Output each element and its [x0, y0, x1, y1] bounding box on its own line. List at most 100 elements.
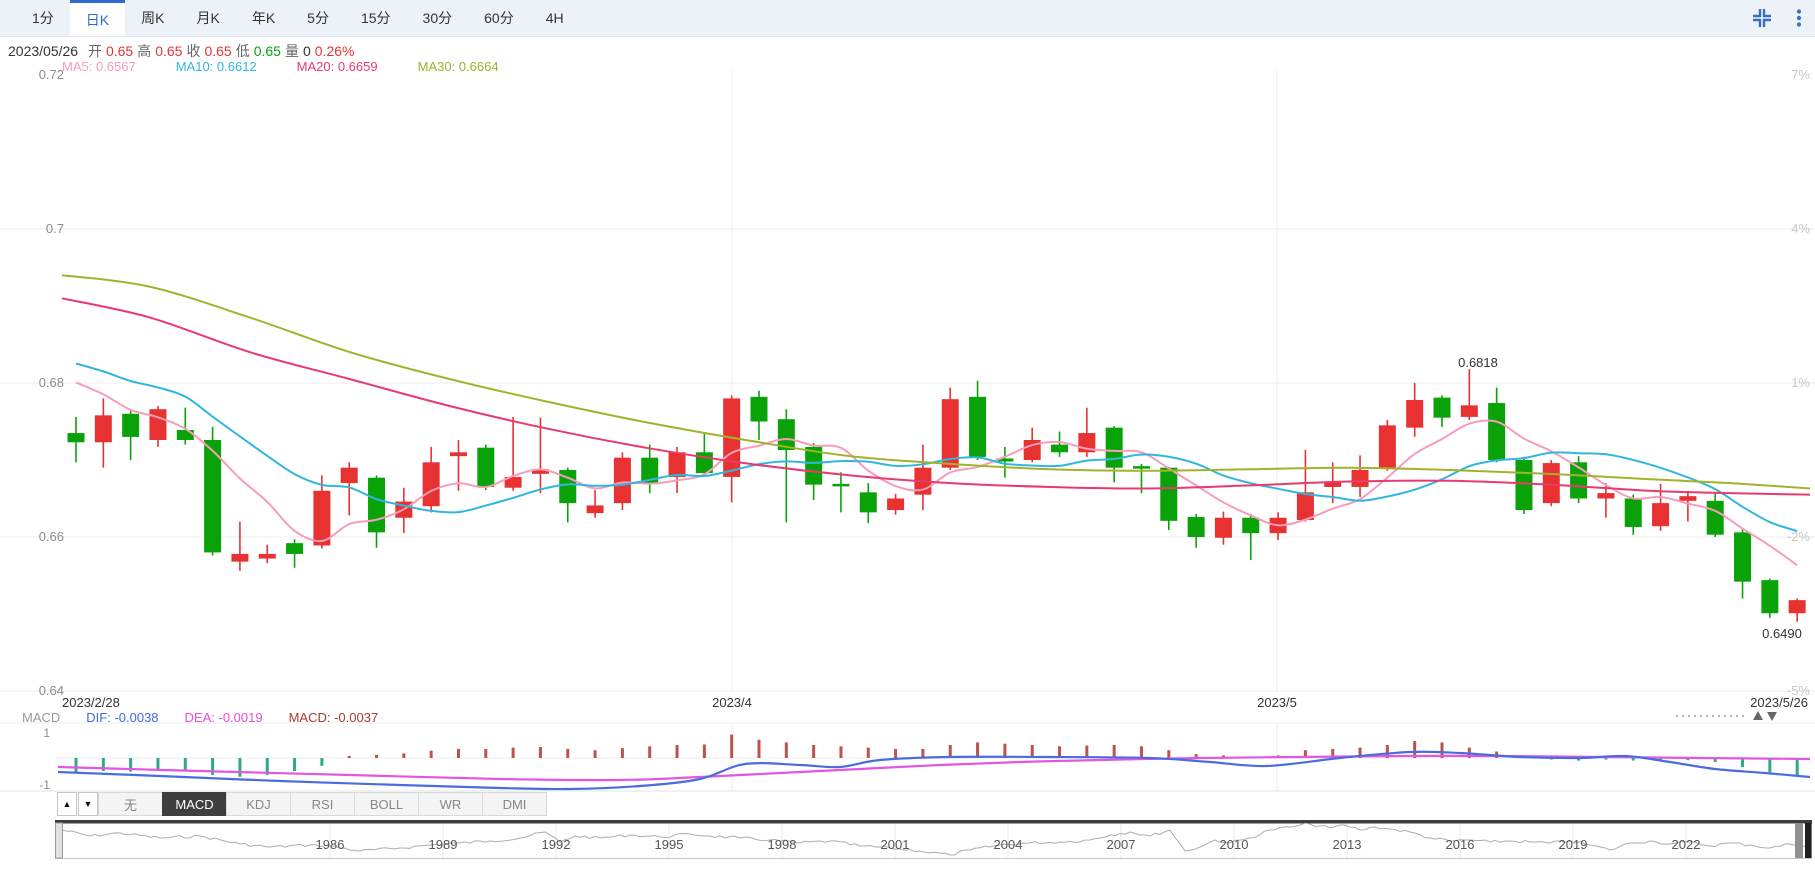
- period-tab-5分[interactable]: 5分: [307, 10, 329, 26]
- macd-hist-bar: [620, 748, 624, 758]
- indicator-tab-KDJ[interactable]: KDJ: [226, 792, 291, 816]
- year-label-2001: 2001: [881, 837, 910, 852]
- timeline-scrubber[interactable]: 1986 1989 1992 1995 1998 2001 2004 2007 2010 2013…: [55, 820, 1812, 862]
- ohlc-readout: 2023/05/26 开 0.65 高 0.65 收 0.65 低 0.65 量 0 0.26%: [8, 41, 358, 61]
- main-chart-canvas[interactable]: 0.72 7%0.7 4%0.68 1%0.66 -2%0.64 -5%2023/2/28…: [0, 0, 1815, 795]
- candle-body: [1706, 500, 1724, 535]
- year-label-1989: 1989: [429, 837, 458, 852]
- candle-body: [1296, 492, 1314, 521]
- candle-body: [1460, 405, 1478, 417]
- ohlc-label: 低: [235, 43, 250, 59]
- year-label-1998: 1998: [768, 837, 797, 852]
- y-axis-left-label: 0.68: [39, 375, 64, 390]
- pane-up-button[interactable]: ▲: [57, 792, 77, 816]
- macd-hist-bar: [1413, 741, 1417, 758]
- indicator-tab-无[interactable]: 无: [98, 792, 163, 816]
- candle-body: [231, 553, 249, 562]
- ma30-line: [61, 274, 1811, 490]
- ohlc-label: 高: [137, 43, 152, 59]
- scrubber-handle-right-grip[interactable]: [1805, 823, 1812, 858]
- ohlc-label: 量: [284, 43, 299, 59]
- candle-body: [805, 446, 823, 485]
- y-axis-labels: 0.72 7% 0.7 4% 0.68 1% 0.66 -2% 0.64 -5%: [39, 67, 1811, 698]
- macd-hist-bar: [593, 750, 597, 758]
- macd-hist-bar: [347, 755, 351, 758]
- candle-body: [1515, 460, 1533, 511]
- candle-body: [668, 452, 686, 477]
- candle-body: [1324, 482, 1342, 487]
- candle-body: [1761, 580, 1779, 614]
- macd-hist-bar: [402, 753, 406, 758]
- candle-body: [340, 467, 358, 484]
- indicator-tab-WR[interactable]: WR: [418, 792, 483, 816]
- period-tab-4H[interactable]: 4H: [545, 10, 564, 26]
- macd-label-0: MACD: [22, 710, 61, 725]
- kebab-menu-icon[interactable]: [1795, 8, 1803, 28]
- year-label-1986: 1986: [316, 837, 345, 852]
- period-tab-15分[interactable]: 15分: [360, 10, 391, 26]
- scrubber-handle-right[interactable]: [1795, 823, 1803, 858]
- readout-date: 2023/05/26: [8, 43, 79, 59]
- period-tab-30分[interactable]: 30分: [422, 10, 453, 26]
- scrubber-handle-left[interactable]: [55, 822, 63, 859]
- macd-hist-bar: [320, 758, 324, 766]
- candle-body: [1570, 462, 1588, 499]
- macd-hist-bar: [976, 742, 980, 758]
- macd-hist-bar: [74, 758, 78, 773]
- macd-hist-bar: [1058, 746, 1062, 758]
- year-label-2010: 2010: [1220, 837, 1249, 852]
- macd-hist-bar: [730, 734, 734, 758]
- history-sparkline: [56, 822, 1807, 856]
- period-tab-日K[interactable]: 日K: [69, 0, 126, 36]
- period-tab-周K[interactable]: 周K: [141, 10, 165, 26]
- expander-up-icon[interactable]: [1753, 711, 1763, 720]
- macd-hist-bar: [812, 745, 816, 758]
- ma20-line: [61, 297, 1811, 496]
- candle-body: [504, 476, 522, 488]
- y-axis-left-label: 0.72: [39, 67, 64, 82]
- macd-readout: MACD DIF: -0.0038 DEA: -0.0019 MACD: -0.003…: [22, 710, 404, 725]
- indicator-tab-RSI[interactable]: RSI: [290, 792, 355, 816]
- scrubber-top-border: [55, 820, 1812, 824]
- indicator-tab-BOLL[interactable]: BOLL: [354, 792, 419, 816]
- candle-body: [1187, 516, 1205, 537]
- date-label: 2023/2/28: [62, 695, 120, 710]
- macd-hist-bar: [1112, 745, 1116, 758]
- year-labels: 1986 1989 1992 1995 1998 2001 2004 2007 2010 2013…: [316, 837, 1701, 852]
- macd-hist-bar: [839, 746, 843, 758]
- period-tab-60分[interactable]: 60分: [484, 10, 514, 26]
- year-label-1992: 1992: [542, 837, 571, 852]
- collapse-icon[interactable]: [1751, 8, 1773, 28]
- candle-body: [1652, 503, 1670, 527]
- indicator-tab-MACD[interactable]: MACD: [162, 792, 227, 816]
- macd-hist-bar: [1385, 745, 1389, 758]
- macd-hist-bar: [1303, 750, 1307, 758]
- macd-label-3: MACD: -0.0037: [288, 710, 379, 725]
- macd-hist-bar: [129, 758, 133, 772]
- scrubber-canvas: 1986 1989 1992 1995 1998 2001 2004 2007 2010 2013…: [55, 820, 1812, 859]
- grid-layer: [0, 70, 1815, 791]
- expander-down-icon[interactable]: [1767, 712, 1777, 721]
- candle-body: [1378, 425, 1396, 468]
- indicator-tab-DMI[interactable]: DMI: [482, 792, 547, 816]
- period-tab-1分[interactable]: 1分: [32, 10, 54, 26]
- macd-hist-bar: [1604, 758, 1608, 760]
- macd-hist-bar: [1331, 748, 1335, 758]
- year-label-2019: 2019: [1559, 837, 1588, 852]
- period-tab-月K[interactable]: 月K: [196, 10, 220, 26]
- ohlc-value: 0.65: [253, 43, 281, 59]
- macd-hist-bar: [784, 742, 788, 758]
- date-label: 2023/4: [712, 695, 752, 710]
- macd-hist-bar: [156, 758, 160, 771]
- macd-hist-bar: [538, 747, 542, 758]
- macd-hist-bar: [1167, 750, 1171, 758]
- period-tab-年K[interactable]: 年K: [251, 10, 276, 26]
- pane-expander[interactable]: [1676, 711, 1777, 721]
- candles-layer[interactable]: [67, 369, 1806, 622]
- pane-down-button[interactable]: ▼: [78, 792, 98, 816]
- candle-body: [1242, 517, 1260, 534]
- y-axis-right-label: -5%: [1787, 683, 1811, 698]
- macd-hist-bar: [921, 748, 925, 758]
- candle-body: [613, 457, 631, 504]
